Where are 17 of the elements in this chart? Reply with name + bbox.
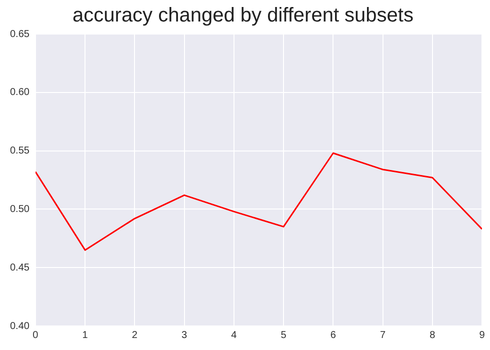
y-tick-label: 0.65 — [10, 28, 30, 40]
chart-title: accuracy changed by different subsets — [72, 4, 414, 27]
x-tick-label: 9 — [479, 330, 486, 341]
y-tick-label: 0.55 — [10, 146, 30, 157]
x-tick-label: 0 — [32, 330, 39, 341]
x-tick-label: 7 — [380, 330, 386, 341]
y-tick-label: 0.40 — [10, 320, 30, 332]
x-tick-label: 8 — [430, 330, 436, 341]
y-tick-label: 0.50 — [10, 204, 30, 215]
x-tick-label: 4 — [231, 330, 238, 341]
y-tick-label: 0.45 — [10, 262, 30, 274]
x-tick-label: 5 — [280, 330, 287, 341]
x-tick-label: 1 — [82, 330, 88, 341]
x-tick-label: 3 — [182, 330, 188, 341]
y-tick-label: 0.60 — [10, 87, 30, 98]
x-tick-label: 2 — [132, 330, 138, 341]
x-tick-label: 6 — [330, 330, 336, 341]
